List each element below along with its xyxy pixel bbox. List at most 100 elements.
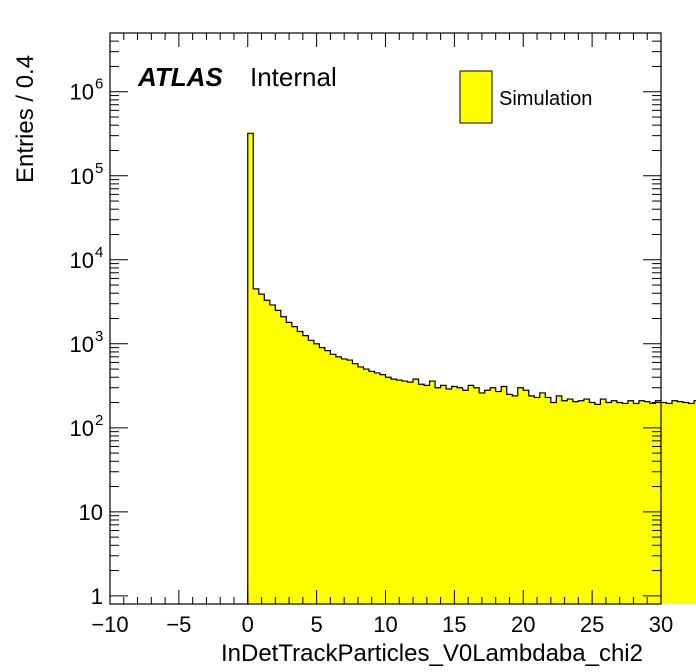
plot-area [109, 32, 696, 605]
y-tick-label: 10 [70, 80, 94, 105]
histogram-bar [368, 371, 375, 604]
histogram-bar [446, 388, 453, 604]
histogram-bar [594, 404, 601, 604]
histogram-bar [385, 377, 392, 604]
y-tick-label: 10 [79, 500, 103, 525]
atlas-text: ATLAS [137, 62, 223, 92]
histogram-bar [396, 380, 403, 604]
x-tick-label: 10 [373, 612, 397, 637]
y-tick-exponent: 4 [95, 244, 103, 261]
histogram-bar [534, 397, 541, 604]
histogram-bar [374, 372, 381, 604]
histogram-bar [253, 288, 260, 604]
histogram-bar [335, 356, 342, 604]
histogram-bar [302, 335, 309, 604]
x-tick-label: 30 [649, 612, 673, 637]
histogram-bar [600, 399, 607, 604]
histogram-bar [402, 381, 408, 604]
histogram-bar [424, 385, 430, 604]
histogram-bar [622, 403, 629, 604]
histogram-bar [341, 358, 348, 604]
histogram-bar [517, 387, 524, 604]
histogram-bar [605, 402, 612, 604]
histogram-bar [440, 385, 447, 604]
histogram-bar [435, 387, 441, 604]
histogram-bar [391, 379, 397, 604]
y-axis-ticks [110, 32, 661, 597]
histogram-bar [655, 400, 662, 604]
histogram-bar [280, 316, 287, 604]
histogram-bar [644, 401, 651, 604]
histogram-bar [264, 300, 271, 604]
histogram-bar [578, 400, 585, 604]
y-tick-exponent: 3 [95, 328, 103, 345]
y-tick-label: 10 [70, 164, 94, 189]
histogram-bar [451, 386, 458, 604]
x-axis-title: InDetTrackParticles_V0Lambdaba_chi2 [221, 640, 643, 667]
histogram-bar [512, 395, 519, 604]
legend: Simulation [459, 70, 592, 124]
atlas-label: ATLAS Internal [137, 62, 337, 92]
internal-text: Internal [250, 62, 337, 92]
y-tick-exponent: 2 [95, 412, 103, 429]
x-tick-label: −5 [166, 612, 191, 637]
histogram-bar [346, 360, 353, 604]
histogram-bar [666, 403, 673, 604]
histogram-bar [275, 310, 282, 604]
histogram-bar [324, 350, 331, 604]
histogram-bar [583, 399, 590, 604]
histogram-bar [413, 379, 419, 604]
histogram-bar [286, 322, 293, 604]
y-tick-label: 10 [70, 332, 94, 357]
histogram-bar [429, 381, 436, 604]
x-tick-label: 20 [511, 612, 535, 637]
histogram-bar [545, 397, 552, 604]
legend-label: Simulation [499, 88, 592, 110]
histogram-bar [501, 386, 508, 604]
x-tick-label: 5 [311, 612, 323, 637]
histogram-bar [556, 395, 563, 604]
histogram-bar [672, 400, 678, 604]
histogram-bar [330, 354, 337, 604]
histogram-bar [561, 400, 568, 604]
histogram-bar [495, 391, 502, 604]
histogram-bar [661, 402, 667, 604]
histogram-bar [490, 387, 497, 604]
histogram-bar [523, 390, 530, 604]
histogram-bar [567, 399, 574, 604]
histogram-bar [379, 374, 386, 604]
x-tick-label: 25 [580, 612, 604, 637]
legend-swatch [459, 70, 493, 124]
histogram-bar [627, 400, 634, 604]
histogram-bar [550, 402, 557, 604]
histogram-bar [468, 385, 475, 604]
histogram-bar [457, 387, 464, 604]
histogram-bar [308, 340, 315, 604]
x-axis-tick-labels: −10 −5 0 5 10 15 20 25 30 [91, 612, 673, 637]
histogram-bar [418, 384, 425, 604]
histogram-bars [247, 133, 696, 604]
histogram-bar [258, 294, 265, 604]
y-tick-exponent: 6 [95, 76, 103, 93]
histogram-bar [528, 395, 535, 604]
histogram-bar [297, 331, 304, 604]
histogram-bar [638, 400, 645, 604]
histogram-bar [539, 392, 546, 604]
x-axis-ticks [109, 33, 662, 604]
y-tick-exponent: 5 [95, 160, 103, 177]
histogram-bar [462, 390, 469, 604]
histogram-bar [313, 343, 320, 604]
histogram-bar [269, 304, 276, 604]
y-tick-label: 10 [70, 416, 94, 441]
histogram-bar [407, 382, 414, 604]
histogram-bar [357, 366, 364, 604]
histogram-bar [572, 401, 579, 604]
y-tick-label: 10 [70, 248, 94, 273]
histogram-bar [633, 403, 640, 604]
histogram-bar [688, 403, 695, 604]
histogram-bar [649, 403, 656, 604]
y-axis-title: Entries / 0.4 [12, 55, 39, 183]
x-tick-label: 15 [442, 612, 466, 637]
